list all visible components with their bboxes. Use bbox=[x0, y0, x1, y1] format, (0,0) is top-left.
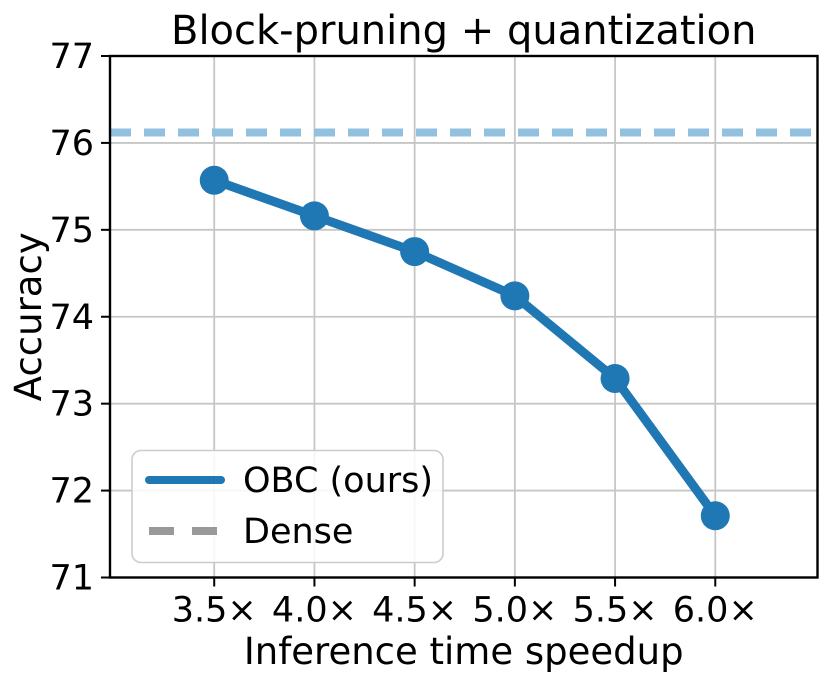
obc-data-point bbox=[199, 165, 229, 195]
obc-data-point bbox=[299, 201, 329, 231]
y-tick-label: 72 bbox=[49, 472, 94, 512]
x-tick-label: 5.5× bbox=[573, 591, 658, 631]
x-tick-label: 4.5× bbox=[372, 591, 457, 631]
obc-line bbox=[209, 175, 720, 521]
x-tick-label: 3.5× bbox=[172, 591, 257, 631]
legend: OBC (ours) Dense bbox=[131, 449, 444, 564]
x-tick-label: 6.0× bbox=[673, 591, 758, 631]
legend-label-dense: Dense bbox=[243, 512, 353, 552]
x-tick-label: 5.0× bbox=[472, 591, 557, 631]
y-tick-label: 74 bbox=[49, 298, 94, 338]
obc-data-point bbox=[400, 237, 430, 267]
tick-marks bbox=[101, 55, 717, 587]
x-axis-label: Inference time speedup bbox=[244, 630, 684, 673]
y-axis-label: Accuracy bbox=[7, 232, 50, 401]
y-tick-label: 73 bbox=[49, 385, 94, 425]
x-tick-label: 4.0× bbox=[272, 591, 357, 631]
obc-data-point bbox=[500, 281, 530, 311]
chart-title: Block-pruning + quantization bbox=[171, 8, 757, 54]
y-tick-label: 77 bbox=[49, 37, 94, 77]
gridlines bbox=[110, 56, 818, 578]
y-tick-label: 71 bbox=[49, 559, 94, 599]
obc-data-point bbox=[700, 501, 730, 531]
y-tick-label: 75 bbox=[49, 211, 94, 251]
legend-label-obc: OBC (ours) bbox=[243, 461, 433, 501]
y-tick-label: 76 bbox=[49, 124, 94, 164]
obc-data-point bbox=[600, 363, 630, 393]
